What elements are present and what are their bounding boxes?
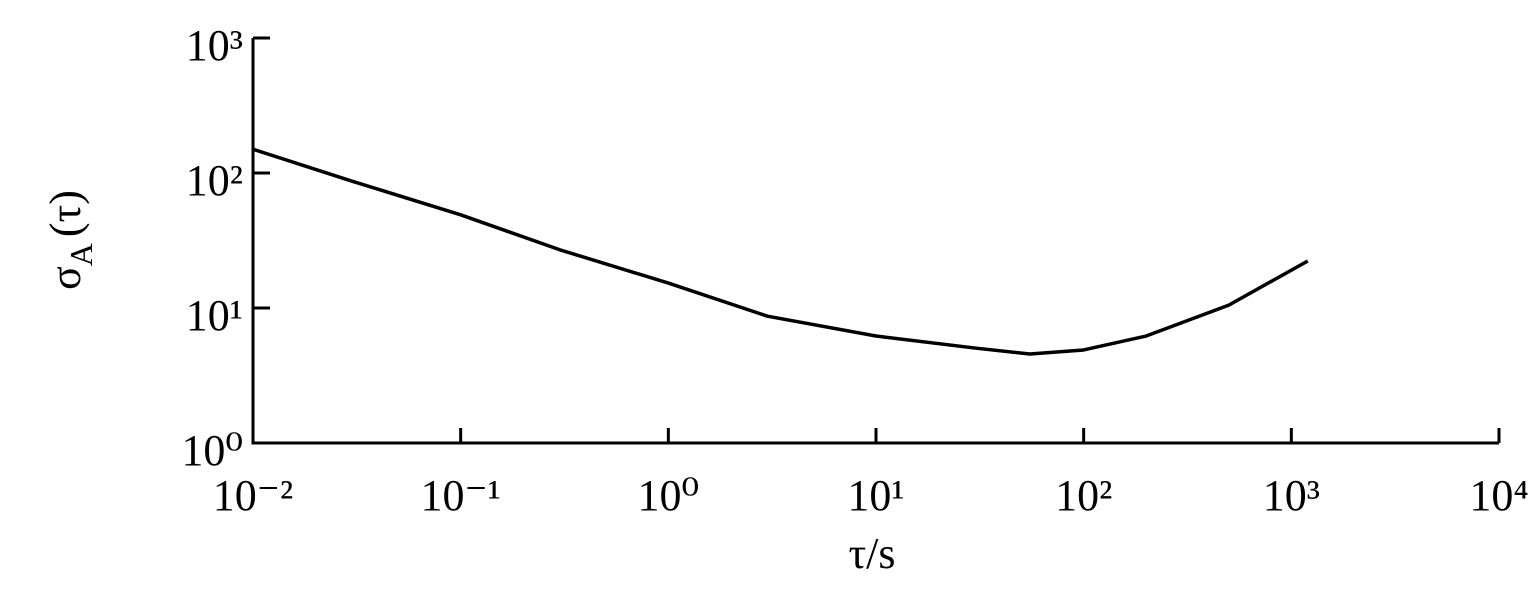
x-tick-label: 10¹ bbox=[847, 471, 904, 520]
x-tick-label: 10² bbox=[1055, 471, 1112, 520]
x-tick-label: 10⁴ bbox=[1469, 471, 1528, 520]
x-tick-label: 10⁻² bbox=[213, 471, 293, 520]
x-tick-label: 10³ bbox=[1263, 471, 1320, 520]
y-tick-label: 10² bbox=[186, 156, 243, 205]
y-label-argument: (τ) bbox=[41, 190, 90, 237]
x-axis-label: τ/s bbox=[848, 529, 895, 578]
axes bbox=[251, 38, 1499, 445]
y-tick-label: 10³ bbox=[186, 21, 243, 70]
y-axis-label: σA (τ) bbox=[41, 190, 99, 290]
x-tick-label: 10⁰ bbox=[638, 471, 700, 520]
y-label-subscript: A bbox=[63, 243, 99, 266]
y-tick-label: 10¹ bbox=[186, 291, 243, 340]
x-tick-label: 10⁻¹ bbox=[420, 471, 500, 520]
y-tick-label: 10⁰ bbox=[181, 426, 243, 475]
y-label-symbol: σ bbox=[41, 266, 90, 290]
data-line bbox=[252, 147, 1309, 356]
